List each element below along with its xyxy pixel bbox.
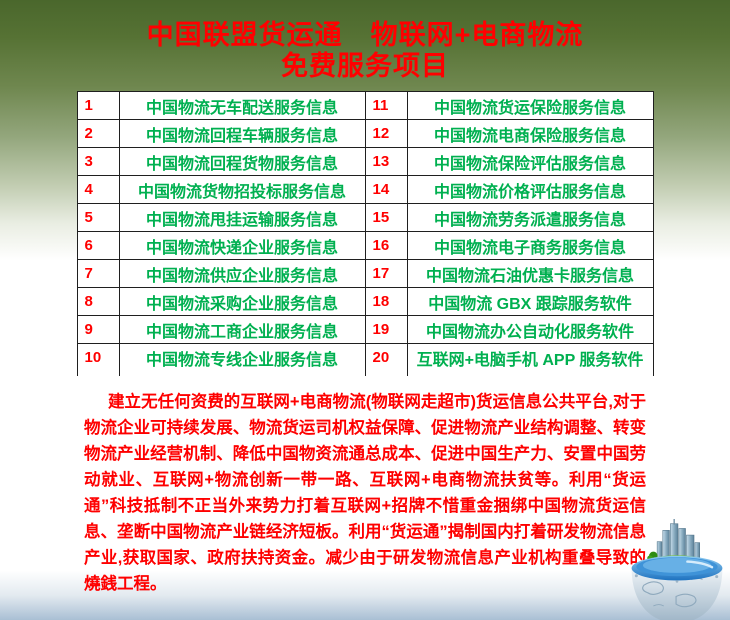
row-number-cell: 19: [364, 315, 408, 344]
service-name-cell: 中国物流供应企业服务信息: [118, 259, 366, 288]
row-number-cell: 18: [364, 287, 408, 316]
service-name-cell: 中国物流劳务派遣服务信息: [406, 203, 654, 232]
service-name-cell: 中国物流无车配送服务信息: [118, 91, 366, 120]
page-title-line1: 中国联盟货运通 物联网+电商物流: [146, 20, 584, 50]
service-name-cell: 中国物流回程车辆服务信息: [118, 119, 366, 148]
row-number-cell: 20: [364, 343, 408, 376]
service-name-cell: 中国物流办公自动化服务软件: [406, 315, 654, 344]
service-name-cell: 中国物流价格评估服务信息: [406, 175, 654, 204]
row-number-cell: 9: [76, 315, 120, 344]
row-number-cell: 13: [364, 147, 408, 176]
description-paragraph: 建立无任何资费的互联网+电商物流(物联网走超市)货运信息公共平台,对于物流企业可…: [84, 393, 646, 593]
row-number-cell: 15: [364, 203, 408, 232]
row-number-cell: 7: [76, 259, 120, 288]
table-row: 8 中国物流采购企业服务信息 18 中国物流 GBX 跟踪服务软件: [76, 287, 654, 316]
row-number-cell: 12: [364, 119, 408, 148]
service-name-cell: 中国物流快递企业服务信息: [118, 231, 366, 260]
table-row: 7 中国物流供应企业服务信息 17 中国物流石油优惠卡服务信息: [76, 259, 654, 288]
service-name-cell: 中国物流货物招投标服务信息: [118, 175, 366, 204]
table-row: 1 中国物流无车配送服务信息 11 中国物流货运保险服务信息: [76, 91, 654, 120]
table-row: 3 中国物流回程货物服务信息 13 中国物流保险评估服务信息: [76, 147, 654, 176]
earth-city-globe-icon: [625, 518, 729, 620]
service-name-cell: 中国物流采购企业服务信息: [118, 287, 366, 316]
table-row: 5 中国物流甩挂运输服务信息 15 中国物流劳务派遣服务信息: [76, 203, 654, 232]
table-row: 10 中国物流专线企业服务信息 20 互联网+电脑手机 APP 服务软件: [76, 343, 654, 376]
service-name-cell: 中国物流工商企业服务信息: [118, 315, 366, 344]
row-number-cell: 5: [76, 203, 120, 232]
service-name-cell: 中国物流电商保险服务信息: [406, 119, 654, 148]
page-title-line2: 免费服务项目: [281, 51, 449, 81]
service-name-cell: 中国物流 GBX 跟踪服务软件: [406, 287, 654, 316]
table-row: 6 中国物流快递企业服务信息 16 中国物流电子商务服务信息: [76, 231, 654, 260]
service-name-cell: 中国物流电子商务服务信息: [406, 231, 654, 260]
row-number-cell: 8: [76, 287, 120, 316]
service-name-cell: 互联网+电脑手机 APP 服务软件: [406, 343, 654, 376]
row-number-cell: 1: [76, 91, 120, 120]
service-name-cell: 中国物流保险评估服务信息: [406, 147, 654, 176]
row-number-cell: 16: [364, 231, 408, 260]
table-row: 2 中国物流回程车辆服务信息 12 中国物流电商保险服务信息: [76, 119, 654, 148]
service-name-cell: 中国物流回程货物服务信息: [118, 147, 366, 176]
row-number-cell: 6: [76, 231, 120, 260]
row-number-cell: 17: [364, 259, 408, 288]
row-number-cell: 4: [76, 175, 120, 204]
row-number-cell: 14: [364, 175, 408, 204]
row-number-cell: 3: [76, 147, 120, 176]
row-number-cell: 10: [76, 343, 120, 376]
table-row: 9 中国物流工商企业服务信息 19 中国物流办公自动化服务软件: [76, 315, 654, 344]
row-number-cell: 11: [364, 91, 408, 120]
free-services-table: 1 中国物流无车配送服务信息 11 中国物流货运保险服务信息 2 中国物流回程车…: [76, 91, 654, 376]
row-number-cell: 2: [76, 119, 120, 148]
page-title: 中国联盟货运通 物联网+电商物流 免费服务项目: [0, 0, 730, 82]
service-name-cell: 中国物流石油优惠卡服务信息: [406, 259, 654, 288]
service-name-cell: 中国物流货运保险服务信息: [406, 91, 654, 120]
service-name-cell: 中国物流专线企业服务信息: [118, 343, 366, 376]
table-row: 4 中国物流货物招投标服务信息 14 中国物流价格评估服务信息: [76, 175, 654, 204]
service-name-cell: 中国物流甩挂运输服务信息: [118, 203, 366, 232]
